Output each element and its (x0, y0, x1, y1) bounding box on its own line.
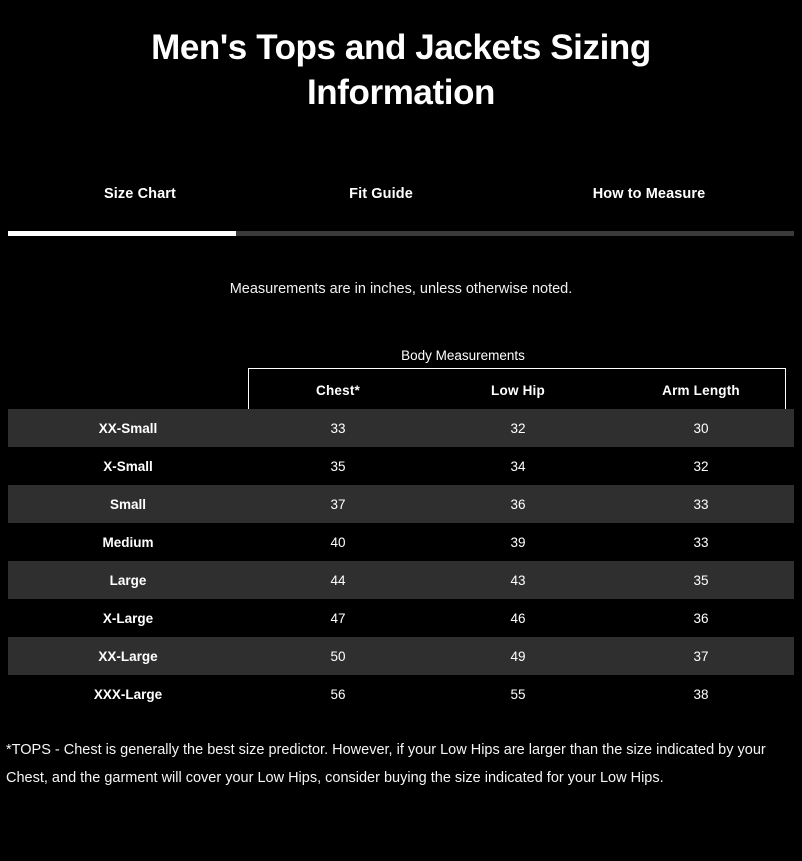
tab-how-to-measure[interactable]: How to Measure (592, 186, 706, 202)
cell-arm-length: 38 (608, 675, 794, 713)
cell-chest: 44 (248, 561, 428, 599)
column-header-chest: Chest* (316, 382, 360, 398)
cell-low-hip: 39 (428, 523, 608, 561)
cell-arm-length: 36 (608, 599, 794, 637)
cell-arm-length: 33 (608, 485, 794, 523)
column-header-arm-length: Arm Length (662, 382, 740, 398)
cell-low-hip: 46 (428, 599, 608, 637)
cell-chest: 35 (248, 447, 428, 485)
column-header-low-hip: Low Hip (491, 382, 545, 398)
cell-chest: 37 (248, 485, 428, 523)
cell-size: X-Large (8, 599, 248, 637)
cell-low-hip: 43 (428, 561, 608, 599)
table-row: Medium 40 39 33 (8, 523, 794, 561)
table-row: XX-Small 33 32 30 (8, 409, 794, 447)
tab-underline-rail (8, 231, 794, 236)
cell-size: XX-Large (8, 637, 248, 675)
table-row: XXX-Large 56 55 38 (8, 675, 794, 713)
table-row: X-Large 47 46 36 (8, 599, 794, 637)
column-header-size (8, 371, 248, 409)
cell-size: XX-Small (8, 409, 248, 447)
cell-chest: 40 (248, 523, 428, 561)
cell-arm-length: 30 (608, 409, 794, 447)
cell-size: Large (8, 561, 248, 599)
cell-arm-length: 32 (608, 447, 794, 485)
chest-footnote: *TOPS - Chest is generally the best size… (6, 742, 766, 787)
cell-low-hip: 49 (428, 637, 608, 675)
cell-arm-length: 35 (608, 561, 794, 599)
table-header-row: Chest* Low Hip Arm Length (8, 371, 794, 409)
tab-size-chart[interactable]: Size Chart (104, 186, 176, 202)
tab-bar: Size Chart Fit Guide How to Measure (8, 186, 794, 214)
table-row: X-Small 35 34 32 (8, 447, 794, 485)
table-body: XX-Small 33 32 30 X-Small 35 34 32 Small… (8, 409, 794, 713)
table-row: XX-Large 50 49 37 (8, 637, 794, 675)
page-title: Men's Tops and Jackets Sizing Informatio… (151, 28, 651, 112)
cell-low-hip: 32 (428, 409, 608, 447)
cell-chest: 56 (248, 675, 428, 713)
cell-low-hip: 55 (428, 675, 608, 713)
cell-chest: 33 (248, 409, 428, 447)
cell-low-hip: 34 (428, 447, 608, 485)
tab-fit-guide[interactable]: Fit Guide (349, 186, 413, 202)
table-header: Chest* Low Hip Arm Length (8, 371, 794, 409)
tab-active-indicator (8, 231, 236, 236)
table-row: Small 37 36 33 (8, 485, 794, 523)
cell-arm-length: 37 (608, 637, 794, 675)
cell-size: X-Small (8, 447, 248, 485)
table-row: Large 44 43 35 (8, 561, 794, 599)
cell-size: Medium (8, 523, 248, 561)
cell-size: XXX-Large (8, 675, 248, 713)
units-note: Measurements are in inches, unless other… (229, 281, 573, 297)
cell-arm-length: 33 (608, 523, 794, 561)
cell-low-hip: 36 (428, 485, 608, 523)
body-measurements-label: Body Measurements (401, 348, 525, 363)
cell-chest: 47 (248, 599, 428, 637)
size-chart-table: Chest* Low Hip Arm Length XX-Small 33 32… (8, 371, 794, 713)
cell-chest: 50 (248, 637, 428, 675)
cell-size: Small (8, 485, 248, 523)
